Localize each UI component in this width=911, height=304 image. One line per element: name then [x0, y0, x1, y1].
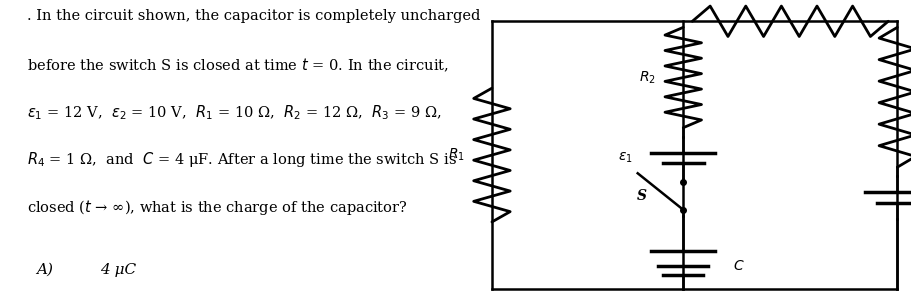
- Text: 4 μC: 4 μC: [100, 263, 137, 277]
- Text: A): A): [36, 263, 54, 277]
- Text: $R_2$: $R_2$: [639, 69, 656, 86]
- Text: $R_4$ = 1 Ω,  and  $C$ = 4 μF. After a long time the switch S is: $R_4$ = 1 Ω, and $C$ = 4 μF. After a lon…: [27, 150, 457, 170]
- Text: closed ($t$ → ∞), what is the charge of the capacitor?: closed ($t$ → ∞), what is the charge of …: [27, 198, 408, 216]
- Text: $\varepsilon_1$: $\varepsilon_1$: [619, 151, 633, 165]
- Text: $\varepsilon_1$ = 12 V,  $\varepsilon_2$ = 10 V,  $R_1$ = 10 Ω,  $R_2$ = 12 Ω,  : $\varepsilon_1$ = 12 V, $\varepsilon_2$ …: [27, 103, 442, 122]
- Text: $C$: $C$: [733, 259, 745, 273]
- Text: $R_3$: $R_3$: [782, 0, 799, 3]
- Text: before the switch S is closed at time $t$ = 0. In the circuit,: before the switch S is closed at time $t…: [27, 56, 449, 74]
- Text: S: S: [637, 189, 647, 203]
- Text: $R_1$: $R_1$: [447, 147, 465, 163]
- Text: . In the circuit shown, the capacitor is completely uncharged: . In the circuit shown, the capacitor is…: [27, 9, 481, 23]
